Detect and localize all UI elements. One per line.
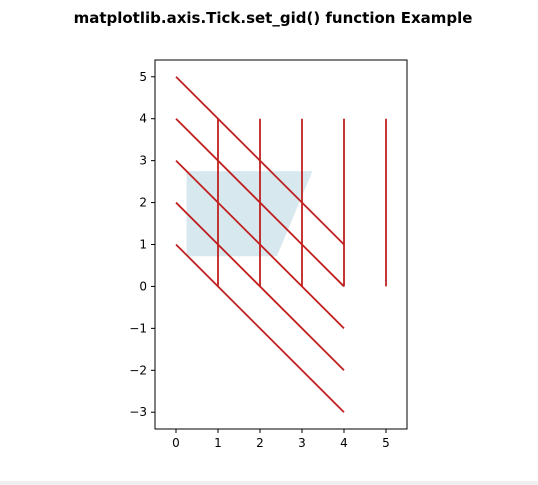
y-tick-label-4: 1 — [139, 238, 147, 252]
filled-region — [186, 171, 313, 257]
y-tick-label-6: 3 — [139, 154, 147, 168]
x-tick-label-0: 0 — [172, 436, 180, 450]
x-tick-label-3: 3 — [298, 436, 306, 450]
y-tick-label-0: −3 — [129, 405, 147, 419]
x-tick-label-4: 4 — [340, 436, 348, 450]
y-tick-label-1: −2 — [129, 363, 147, 377]
x-tick-label-2: 2 — [256, 436, 264, 450]
x-tick-label-1: 1 — [214, 436, 222, 450]
y-tick-label-2: −1 — [129, 321, 147, 335]
y-tick-label-8: 5 — [139, 70, 147, 84]
y-tick-label-7: 4 — [139, 112, 147, 126]
x-tick-label-5: 5 — [382, 436, 390, 450]
plot-area: 0 1 2 3 4 5 −3 −2 −1 0 1 2 3 4 5 — [129, 59, 408, 450]
chart-title: matplotlib.axis.Tick.set_gid() function … — [74, 9, 473, 27]
y-tick-label-3: 0 — [139, 279, 147, 293]
bottom-strip — [0, 481, 538, 485]
series-line-4 — [175, 243, 345, 413]
y-tick-label-5: 2 — [139, 196, 147, 210]
